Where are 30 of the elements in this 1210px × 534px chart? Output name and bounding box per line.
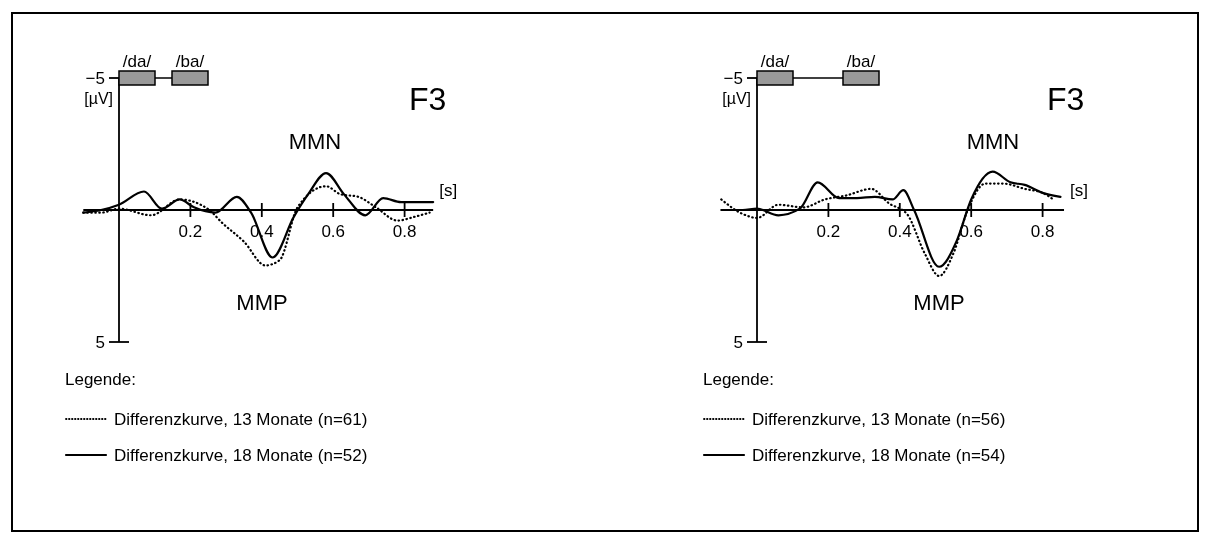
annotation: MMN xyxy=(966,129,1020,154)
x-tick-label: 0.8 xyxy=(392,222,417,241)
text: /da/ xyxy=(760,52,790,71)
x-tick-label: 0.4 xyxy=(887,222,912,241)
legend-label: Differenzkurve, 13 Monate (n=56) xyxy=(752,410,1006,429)
y-tick-label: 5 xyxy=(95,333,105,352)
y-tick-label: −5 xyxy=(85,69,105,88)
x-axis-title: [s] xyxy=(439,181,458,200)
y-axis-title: [µV] xyxy=(84,90,113,107)
legend-label: Differenzkurve, 18 Monate (n=52) xyxy=(114,446,368,465)
legend-label: Differenzkurve, 13 Monate (n=61) xyxy=(114,410,368,429)
annotation: MMP xyxy=(236,290,288,315)
y-tick-label: 5 xyxy=(733,333,743,352)
text: /da/ xyxy=(122,52,152,71)
chart-title: F3 xyxy=(409,81,447,117)
x-tick-label: 0.6 xyxy=(321,222,346,241)
x-tick-label: 0.2 xyxy=(178,222,203,241)
y-tick-label: −5 xyxy=(723,69,743,88)
x-tick-label: 0.8 xyxy=(1030,222,1055,241)
annotation: MMP xyxy=(913,290,965,315)
annotation: MMN xyxy=(288,129,342,154)
text: /ba/ xyxy=(175,52,205,71)
x-tick-label: 0.2 xyxy=(816,222,841,241)
chart-title: F3 xyxy=(1047,81,1085,117)
text: /ba/ xyxy=(846,52,876,71)
x-axis-title: [s] xyxy=(1070,181,1088,200)
y-axis-title: [µV] xyxy=(722,90,751,107)
legend-label: Differenzkurve, 18 Monate (n=54) xyxy=(752,446,1006,465)
legend-title: Legende: xyxy=(65,370,136,389)
legend-title: Legende: xyxy=(703,370,774,389)
